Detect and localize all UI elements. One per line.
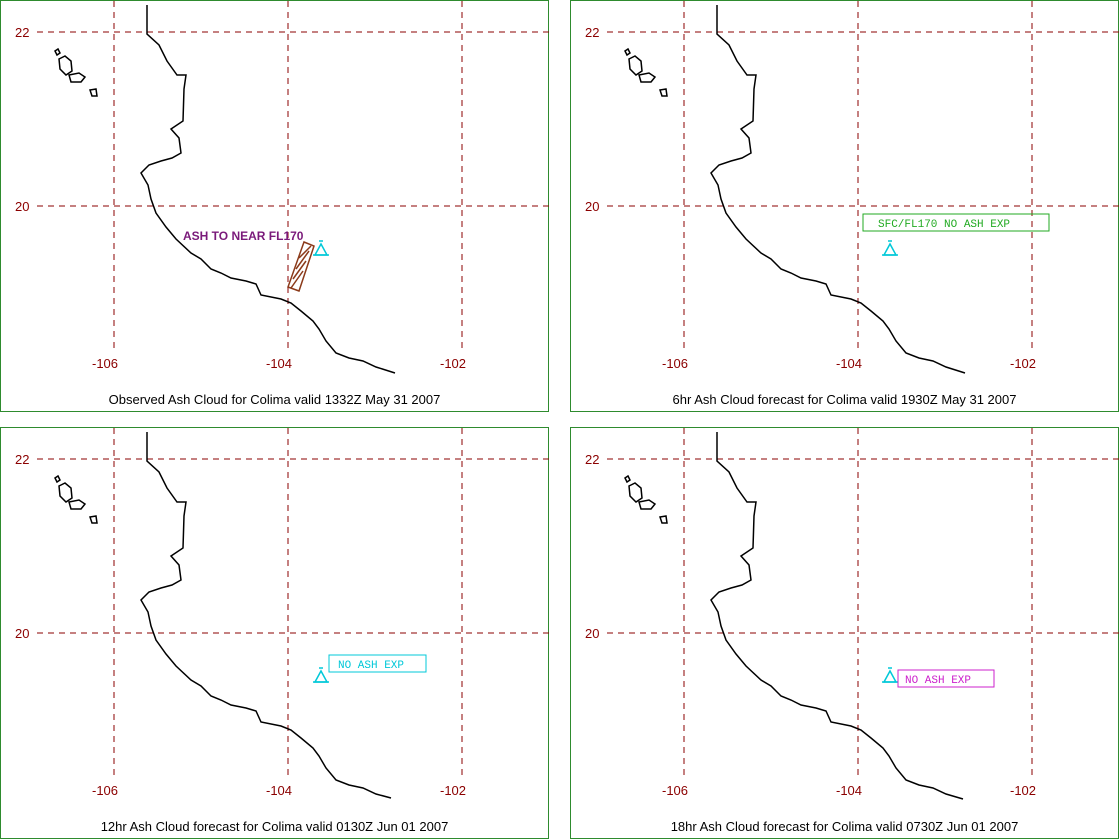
lon-label-102: -102 — [440, 783, 466, 798]
lon-label-104: -104 — [266, 356, 292, 371]
panel-caption: 6hr Ash Cloud forecast for Colima valid … — [672, 392, 1017, 407]
map-panel-12hr: 22 20 -106 -104 -102 NO ASH EXP 12hr Ash… — [0, 427, 550, 839]
islands — [624, 47, 668, 97]
lat-label-20: 20 — [585, 199, 599, 214]
ash-note: NO ASH EXP — [905, 675, 971, 687]
map-panel-18hr: 22 20 -106 -104 -102 NO ASH EXP 18hr Ash… — [570, 427, 1119, 839]
map-panel-observed: 22 20 -106 -104 -102 ASH TO NEAR FL170 O… — [0, 0, 550, 412]
islands — [54, 474, 98, 524]
lat-label-22: 22 — [585, 25, 599, 40]
lat-label-20: 20 — [15, 199, 29, 214]
map-canvas: 22 20 -106 -104 -102 NO ASH EXP — [15, 428, 550, 799]
lon-label-106: -106 — [92, 356, 118, 371]
map-canvas: 22 20 -106 -104 -102 NO ASH EXP — [585, 428, 1119, 800]
lon-label-102: -102 — [1010, 356, 1036, 371]
ash-note: SFC/FL170 NO ASH EXP — [878, 219, 1010, 231]
note-box — [328, 654, 427, 673]
coastline — [710, 5, 966, 374]
map-canvas: 22 20 -106 -104 -102 ASH TO NEAR FL170 — [15, 1, 550, 374]
panel-caption: 12hr Ash Cloud forecast for Colima valid… — [100, 819, 449, 834]
note-box — [897, 669, 995, 688]
volcano-icon — [313, 667, 329, 683]
coastline — [710, 432, 964, 800]
lon-label-106: -106 — [92, 783, 118, 798]
panel-caption: 18hr Ash Cloud forecast for Colima valid… — [670, 819, 1019, 834]
lat-lon-grid — [37, 428, 550, 778]
lon-label-104: -104 — [836, 783, 862, 798]
lat-lon-grid — [37, 1, 550, 351]
ash-cloud-polygon — [287, 241, 315, 292]
note-box — [862, 213, 1050, 232]
ash-note: ASH TO NEAR FL170 — [183, 229, 304, 243]
lon-label-102: -102 — [440, 356, 466, 371]
islands — [54, 47, 98, 97]
lat-label-22: 22 — [585, 452, 599, 467]
lat-lon-grid — [607, 428, 1119, 778]
lon-label-106: -106 — [662, 356, 688, 371]
volcano-icon — [313, 240, 329, 256]
panel-caption: Observed Ash Cloud for Colima valid 1332… — [108, 392, 441, 407]
lon-label-104: -104 — [836, 356, 862, 371]
lon-label-102: -102 — [1010, 783, 1036, 798]
islands — [624, 474, 668, 524]
volcano-icon — [882, 240, 898, 256]
lon-label-106: -106 — [662, 783, 688, 798]
coastline — [140, 432, 392, 799]
lat-label-20: 20 — [585, 626, 599, 641]
lat-label-22: 22 — [15, 452, 29, 467]
map-panel-6hr: 22 20 -106 -104 -102 SFC/FL170 NO ASH EX… — [570, 0, 1119, 412]
lon-label-104: -104 — [266, 783, 292, 798]
volcano-icon — [882, 667, 898, 683]
lat-lon-grid — [607, 1, 1119, 351]
lat-label-20: 20 — [15, 626, 29, 641]
ash-note: NO ASH EXP — [338, 660, 404, 672]
coastline — [140, 5, 396, 374]
map-canvas: 22 20 -106 -104 -102 SFC/FL170 NO ASH EX… — [585, 1, 1119, 374]
lat-label-22: 22 — [15, 25, 29, 40]
